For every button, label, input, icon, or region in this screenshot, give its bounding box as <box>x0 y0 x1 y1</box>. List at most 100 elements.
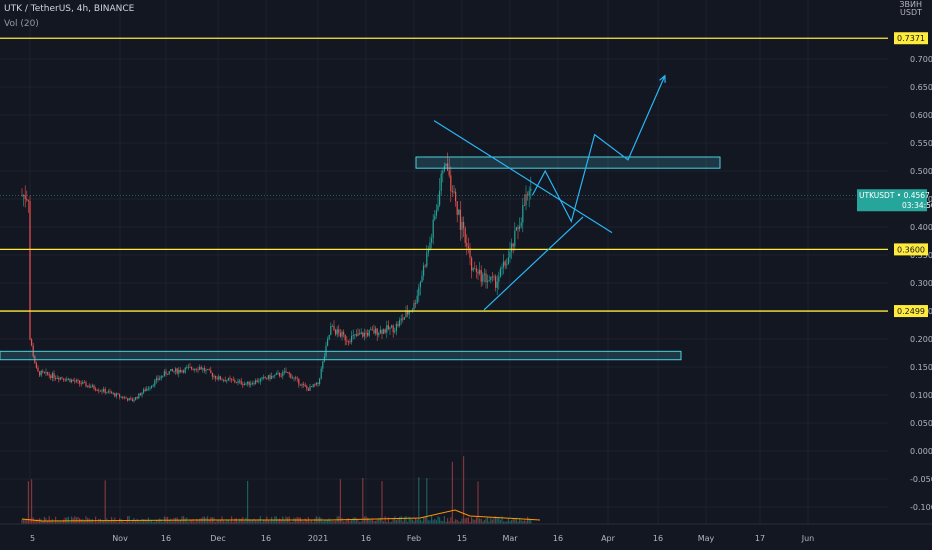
volume-bar <box>472 519 474 524</box>
volume-bar <box>135 520 137 524</box>
volume-bar <box>82 519 84 524</box>
candle-body <box>232 379 234 381</box>
candle-body <box>235 382 237 384</box>
candle-body <box>320 368 322 379</box>
candle-body <box>448 170 450 176</box>
volume-bar <box>387 517 389 524</box>
candle-body <box>303 383 305 385</box>
candle-body <box>82 382 84 385</box>
volume-bar <box>27 481 29 524</box>
candle-body <box>48 374 50 376</box>
candle-body <box>474 268 476 270</box>
volume-bar <box>271 517 273 524</box>
candle-body <box>101 390 103 392</box>
candle-body <box>103 389 105 392</box>
candle-body <box>259 378 261 382</box>
candle-body <box>437 205 439 211</box>
candle-body <box>37 367 39 372</box>
candle-body <box>266 378 268 380</box>
volume-bar <box>245 517 247 524</box>
level-price-tag-label: 0.7371 <box>897 34 925 43</box>
candle-body <box>85 382 87 387</box>
candle-body <box>215 375 217 379</box>
candle-body <box>287 372 289 374</box>
volume-bar <box>419 519 421 524</box>
candle-body <box>271 375 273 379</box>
candle-body <box>471 257 473 271</box>
volume-bar <box>237 521 239 524</box>
volume-bar <box>154 521 156 524</box>
candle-body <box>63 378 65 380</box>
volume-bar <box>37 519 39 524</box>
volume-bar <box>122 520 124 524</box>
candle-body <box>51 373 53 379</box>
candle-body <box>344 334 346 341</box>
candle-body <box>517 227 519 229</box>
volume-bar <box>482 521 484 524</box>
volume-bar <box>23 519 25 524</box>
x-tick-label: 5 <box>30 534 35 543</box>
candle-body <box>83 382 85 384</box>
volume-bar <box>159 518 161 524</box>
candle-body <box>307 388 309 391</box>
volume-bar <box>512 518 514 524</box>
level-price-tag <box>894 243 928 256</box>
volume-bar <box>440 520 442 524</box>
candle-body <box>371 329 373 331</box>
candle-body <box>226 380 228 382</box>
candle-body <box>407 311 409 315</box>
candle-body <box>243 383 245 385</box>
candle-body <box>447 163 449 171</box>
resistance-zone <box>0 350 682 361</box>
candle-body <box>512 243 514 247</box>
candle-body <box>501 267 503 269</box>
candle-body <box>245 383 247 385</box>
candle-body <box>354 334 356 336</box>
volume-bar <box>162 521 164 524</box>
volume-bar <box>421 521 423 524</box>
candle-body <box>427 249 429 253</box>
volume-bar <box>277 519 279 524</box>
candle-body <box>456 201 458 215</box>
volume-bar <box>309 521 311 524</box>
candle-body <box>146 388 148 391</box>
candle-body <box>291 377 293 379</box>
volume-bar <box>445 521 447 524</box>
candle-body <box>251 383 253 384</box>
candle-body <box>360 332 362 335</box>
volume-bar <box>323 520 325 524</box>
volume-bar <box>355 518 357 524</box>
candle-body <box>499 268 501 277</box>
volume-bar <box>479 518 481 524</box>
candle-body <box>123 397 125 399</box>
candle-body <box>178 369 180 374</box>
candle-body <box>93 385 95 389</box>
candle-body <box>163 371 165 376</box>
candle-body <box>352 334 354 336</box>
volume-bar <box>53 521 55 524</box>
volume-bar <box>298 517 300 524</box>
candle-body <box>208 369 210 371</box>
volume-bar <box>341 517 343 524</box>
volume-bar <box>392 518 394 524</box>
candle-body <box>40 370 42 376</box>
candle-body <box>445 163 447 166</box>
volume-bar <box>155 520 157 524</box>
candle-body <box>250 383 252 385</box>
volume-bar <box>192 519 194 524</box>
volume-bar <box>437 516 439 524</box>
volume-bar <box>26 519 28 524</box>
volume-bar <box>176 517 178 524</box>
candle-body <box>274 374 276 376</box>
candle-body <box>218 376 220 380</box>
volume-bar <box>171 521 173 524</box>
volume-bar <box>522 521 524 524</box>
volume-bar <box>229 521 231 524</box>
volume-bar <box>253 518 255 524</box>
candle-body <box>39 371 41 376</box>
candle-body <box>23 195 25 196</box>
candle-body <box>399 320 401 326</box>
